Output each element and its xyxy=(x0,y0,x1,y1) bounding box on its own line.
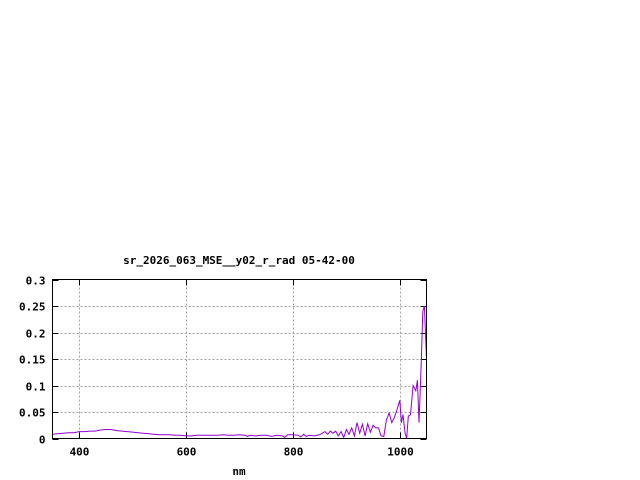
chart-title: sr_2026_063_MSE__y02_r_rad 05-42-00 xyxy=(123,254,355,267)
y-tick-label: 0.05 xyxy=(19,407,46,420)
y-tick-label: 0.3 xyxy=(26,275,46,288)
x-tick-label: 600 xyxy=(177,446,197,459)
plot-border xyxy=(52,279,427,439)
grid xyxy=(52,279,427,439)
y-axis: 0 0.05 0.1 0.15 0.2 0.25 0.3 xyxy=(19,275,427,447)
x-axis-label: nm xyxy=(232,465,246,478)
series-line xyxy=(52,305,427,439)
x-tick-label: 400 xyxy=(70,446,90,459)
x-axis: 400 600 800 1000 xyxy=(70,279,414,459)
y-tick-label: 0.25 xyxy=(19,301,46,314)
x-tick-label: 800 xyxy=(284,446,304,459)
x-tick-label: 1000 xyxy=(387,446,414,459)
y-tick-label: 0.15 xyxy=(19,354,46,367)
y-tick-label: 0.1 xyxy=(26,381,46,394)
y-tick-label: 0 xyxy=(39,434,46,447)
y-tick-label: 0.2 xyxy=(26,328,46,341)
